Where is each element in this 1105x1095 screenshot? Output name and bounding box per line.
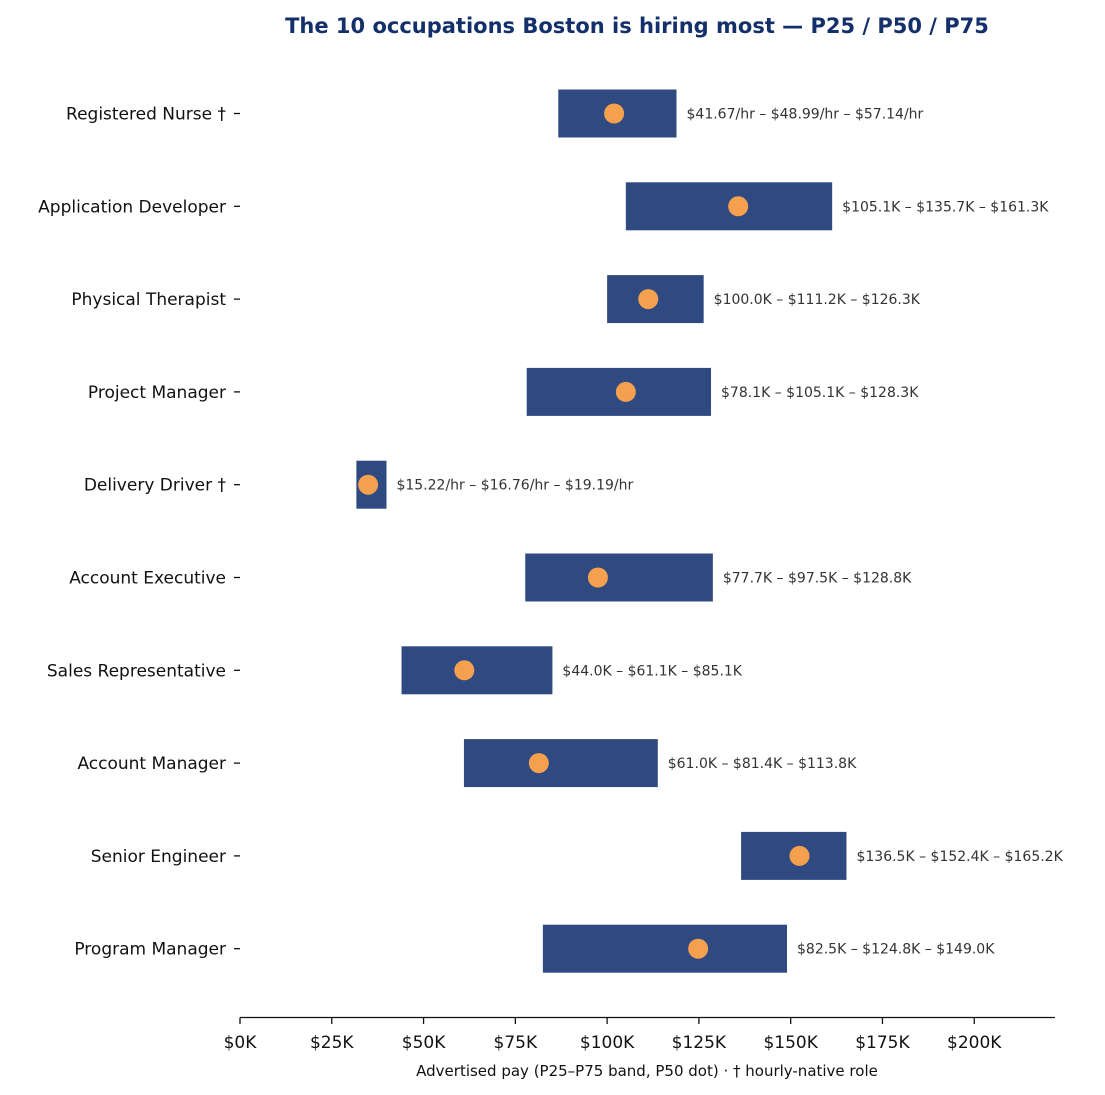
x-tick-label: $25K [310,1033,354,1053]
range-data-label: $100.0K – $111.2K – $126.3K [714,292,921,308]
median-dot [688,938,709,959]
category-label: Physical Therapist [71,290,226,310]
category-label: Registered Nurse † [66,105,226,125]
range-data-label: $136.5K – $152.4K – $165.2K [856,849,1063,865]
median-dot [454,660,475,681]
range-data-label: $105.1K – $135.7K – $161.3K [842,199,1049,215]
median-dot [587,567,608,588]
y-axis: Registered Nurse † Application Developer P… [38,105,240,960]
median-dot [358,474,379,495]
category-label: Project Manager [88,383,226,403]
iqr-band [525,553,713,602]
range-data-label: $41.67/hr – $48.99/hr – $57.14/hr [687,107,924,123]
median-dot [638,289,659,310]
x-axis-label: Advertised pay (P25–P75 band, P50 dot) ·… [416,1062,878,1080]
x-tick-label: $0K [224,1033,258,1053]
iqr-band [401,646,553,695]
range-data-label: $61.0K – $81.4K – $113.8K [668,756,857,772]
category-label: Account Manager [77,754,226,774]
range-data-label: $15.22/hr – $16.76/hr – $19.19/hr [396,478,633,494]
iqr-band [463,739,658,788]
x-tick-label: $200K [947,1033,1002,1053]
median-dot [789,845,810,866]
iqr-band [542,924,788,973]
median-dot [528,753,549,774]
x-tick-label: $75K [494,1033,538,1053]
median-dot [615,381,636,402]
x-tick-label: $175K [855,1033,910,1053]
range-data-label: $82.5K – $124.8K – $149.0K [797,942,995,958]
x-tick-label: $50K [402,1033,446,1053]
range-data-label: $44.0K – $61.1K – $85.1K [562,663,742,679]
category-label: Delivery Driver † [84,476,227,496]
category-label: Program Manager [74,940,226,960]
category-label: Sales Representative [47,661,226,681]
chart-title: The 10 occupations Boston is hiring most… [285,14,989,38]
x-tick-label: $150K [763,1033,818,1053]
category-label: Senior Engineer [91,847,226,867]
x-axis: $0K $25K $50K $75K $100K $125K $150K $175K $200K [224,1016,1055,1053]
x-tick-label: $125K [672,1033,727,1053]
median-dot [604,103,625,124]
range-data-label: $77.7K – $97.5K – $128.8K [723,571,912,587]
median-dot [728,196,749,217]
range-data-label: $78.1K – $105.1K – $128.3K [721,385,919,401]
category-label: Account Executive [69,569,226,589]
category-label: Application Developer [38,197,226,217]
x-tick-label: $100K [580,1033,635,1053]
band-layer: $41.67/hr – $48.99/hr – $57.14/hr $105.1K… [356,89,1064,973]
